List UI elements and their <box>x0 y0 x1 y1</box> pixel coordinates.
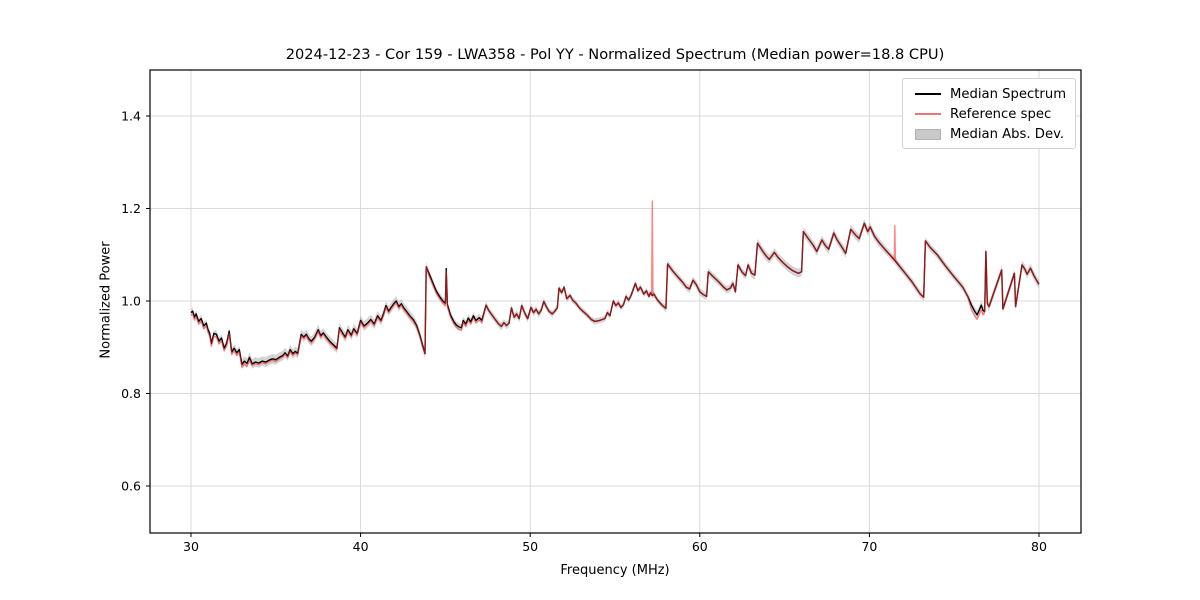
axis-ticks: 30 40 50 60 70 80 0.6 0.8 1.0 1.2 1.4 <box>121 109 1047 555</box>
legend-label: Median Spectrum <box>950 86 1067 102</box>
y-tick-label: 1.4 <box>121 109 141 124</box>
x-tick-label: 40 <box>353 539 369 554</box>
median-spectrum-line <box>190 222 1040 366</box>
reference-spec-line-swatch-icon <box>915 113 941 115</box>
y-tick-label: 0.8 <box>121 386 141 401</box>
x-axis-label: Frequency (MHz) <box>560 563 670 578</box>
reference-spec-line <box>190 200 1040 368</box>
x-tick-label: 60 <box>692 539 708 554</box>
y-tick-label: 1.0 <box>121 294 141 309</box>
x-tick-label: 70 <box>861 539 877 554</box>
x-tick-label: 30 <box>183 539 199 554</box>
x-tick-label: 80 <box>1031 539 1047 554</box>
y-tick-label: 1.2 <box>121 201 141 216</box>
y-axis-label: Normalized Power <box>98 241 114 359</box>
mad-band <box>191 218 1039 370</box>
legend-label: Reference spec <box>950 106 1052 122</box>
legend-item-reference-spec: Reference spec <box>910 104 1075 124</box>
legend-label: Median Abs. Dev. <box>950 126 1065 142</box>
x-tick-label: 50 <box>522 539 538 554</box>
legend-item-median-spectrum: Median Spectrum <box>910 84 1075 104</box>
y-tick-label: 0.6 <box>121 479 141 494</box>
legend-item-median-abs-dev: Median Abs. Dev. <box>910 124 1075 144</box>
chart-title: 2024-12-23 - Cor 159 - LWA358 - Pol YY -… <box>285 46 945 63</box>
legend: Median Spectrum Reference spec Median Ab… <box>902 78 1076 149</box>
median-abs-dev-patch-swatch-icon <box>915 128 941 140</box>
median-spectrum-line-swatch-icon <box>915 93 941 95</box>
